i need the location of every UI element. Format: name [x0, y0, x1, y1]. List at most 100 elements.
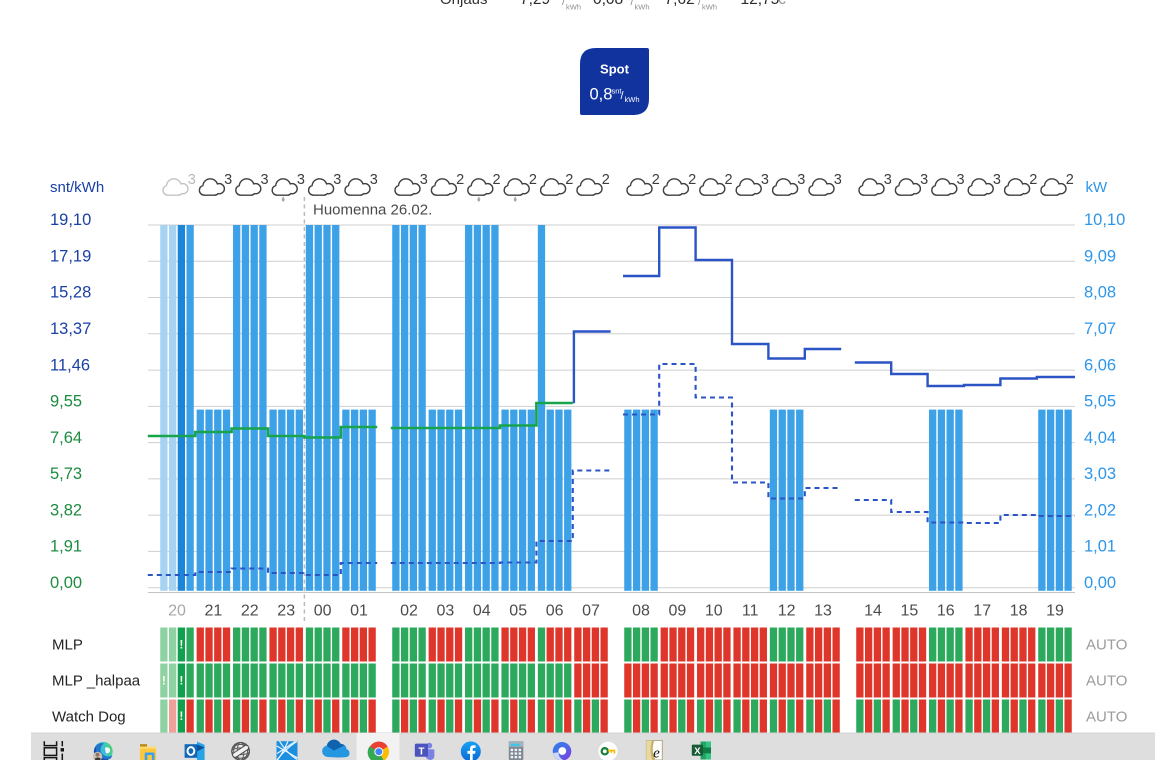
- svg-text:18: 18: [1010, 602, 1028, 619]
- svg-text:22: 22: [241, 602, 259, 619]
- svg-text:3,82: 3,82: [50, 501, 82, 519]
- svg-text:/: /: [621, 90, 625, 102]
- svg-text:3: 3: [920, 172, 928, 188]
- svg-text:2: 2: [565, 172, 573, 188]
- svg-text:2: 2: [652, 172, 660, 188]
- svg-text:0,8: 0,8: [590, 86, 613, 104]
- svg-text:3: 3: [261, 172, 269, 188]
- svg-text:2: 2: [688, 172, 696, 188]
- svg-text:3: 3: [333, 172, 341, 188]
- svg-text:14: 14: [864, 602, 882, 619]
- svg-text:7,07: 7,07: [1084, 320, 1116, 338]
- svg-text:3: 3: [834, 172, 842, 188]
- svg-text:AUTO: AUTO: [1086, 673, 1127, 690]
- svg-text:snt/kWh: snt/kWh: [50, 179, 104, 196]
- svg-text:/: /: [631, 0, 635, 8]
- svg-text:11: 11: [742, 602, 759, 619]
- svg-text:2: 2: [529, 172, 537, 188]
- svg-text:3: 3: [224, 172, 232, 188]
- svg-text:3: 3: [370, 172, 378, 188]
- svg-text:kWh: kWh: [635, 3, 650, 12]
- svg-text:15: 15: [901, 602, 919, 619]
- svg-text:3: 3: [957, 172, 965, 188]
- svg-text:21: 21: [205, 602, 223, 619]
- svg-text:2: 2: [1029, 172, 1037, 188]
- svg-text:3,03: 3,03: [1084, 465, 1116, 483]
- svg-text:kWh: kWh: [702, 3, 717, 12]
- svg-text:15,28: 15,28: [50, 284, 91, 302]
- svg-text:AUTO: AUTO: [1086, 709, 1127, 726]
- svg-text:!: !: [179, 638, 183, 652]
- svg-text:17: 17: [973, 602, 991, 619]
- svg-text:3: 3: [297, 172, 305, 188]
- svg-text:23: 23: [277, 602, 295, 619]
- svg-text:2: 2: [602, 172, 610, 188]
- svg-text:1,01: 1,01: [1084, 538, 1116, 556]
- svg-text:10: 10: [705, 602, 723, 619]
- svg-text:13,37: 13,37: [50, 320, 91, 338]
- svg-text:16: 16: [937, 602, 955, 619]
- svg-text:snt: snt: [612, 87, 623, 96]
- svg-text:17,19: 17,19: [50, 248, 91, 266]
- svg-text:20: 20: [168, 602, 186, 619]
- svg-text:06: 06: [546, 602, 564, 619]
- svg-text:Ohjaus: Ohjaus: [440, 0, 488, 8]
- svg-text:X: X: [694, 746, 701, 757]
- svg-text:00: 00: [314, 602, 332, 619]
- svg-text:Huomenna 26.02.: Huomenna 26.02.: [313, 202, 432, 219]
- svg-text:T: T: [418, 747, 424, 758]
- svg-text:2,02: 2,02: [1084, 501, 1116, 519]
- svg-text:0,00: 0,00: [1084, 574, 1116, 592]
- svg-text:03: 03: [437, 602, 455, 619]
- svg-text:AUTO: AUTO: [1086, 637, 1127, 654]
- svg-text:/: /: [562, 0, 566, 8]
- svg-text:19: 19: [1046, 602, 1064, 619]
- svg-text:2: 2: [725, 172, 733, 188]
- svg-text:0,08: 0,08: [593, 0, 623, 8]
- svg-text:3: 3: [797, 172, 805, 188]
- svg-text:kW: kW: [1086, 179, 1109, 196]
- svg-text:12,75: 12,75: [741, 0, 780, 8]
- svg-text:!: !: [179, 709, 183, 723]
- svg-text:7,29: 7,29: [520, 0, 550, 8]
- svg-text:10,10: 10,10: [1084, 211, 1125, 229]
- svg-text:5,73: 5,73: [50, 465, 82, 483]
- svg-text:€: €: [777, 0, 786, 8]
- svg-text:2: 2: [493, 172, 501, 188]
- svg-text:7,64: 7,64: [50, 429, 82, 447]
- svg-text:2: 2: [456, 172, 464, 188]
- svg-text:02: 02: [400, 602, 418, 619]
- svg-text:Watch Dog: Watch Dog: [52, 709, 126, 726]
- svg-text:kWh: kWh: [625, 95, 640, 104]
- svg-text:8,08: 8,08: [1084, 284, 1116, 302]
- svg-text:04: 04: [473, 602, 491, 619]
- svg-text:3: 3: [188, 172, 196, 188]
- svg-text:6,06: 6,06: [1084, 356, 1116, 374]
- svg-text:13: 13: [814, 602, 832, 619]
- svg-text:01: 01: [350, 602, 368, 619]
- svg-text:3: 3: [761, 172, 769, 188]
- svg-text:12: 12: [778, 602, 796, 619]
- svg-text:kWh: kWh: [566, 3, 581, 12]
- svg-text:4,04: 4,04: [1084, 429, 1116, 447]
- svg-text:MLP: MLP: [52, 637, 83, 654]
- svg-text:3: 3: [420, 172, 428, 188]
- svg-text:9,55: 9,55: [50, 393, 82, 411]
- svg-text:/: /: [698, 0, 702, 8]
- svg-text:3: 3: [884, 172, 892, 188]
- svg-text:!: !: [179, 674, 183, 688]
- svg-text:5,05: 5,05: [1084, 393, 1116, 411]
- svg-text:1,91: 1,91: [50, 538, 82, 556]
- svg-text:3: 3: [993, 172, 1001, 188]
- svg-text:09: 09: [669, 602, 687, 619]
- svg-text:e: e: [653, 746, 660, 760]
- svg-text:05: 05: [509, 602, 527, 619]
- svg-text:11,46: 11,46: [50, 356, 90, 374]
- svg-text:!: !: [162, 674, 166, 688]
- svg-text:07: 07: [582, 602, 600, 619]
- svg-text:2: 2: [1066, 172, 1074, 188]
- svg-text:Spot: Spot: [600, 62, 630, 77]
- svg-text:9,09: 9,09: [1084, 248, 1116, 266]
- svg-text:0,00: 0,00: [50, 574, 82, 592]
- svg-text:MLP _halpaa: MLP _halpaa: [52, 673, 141, 690]
